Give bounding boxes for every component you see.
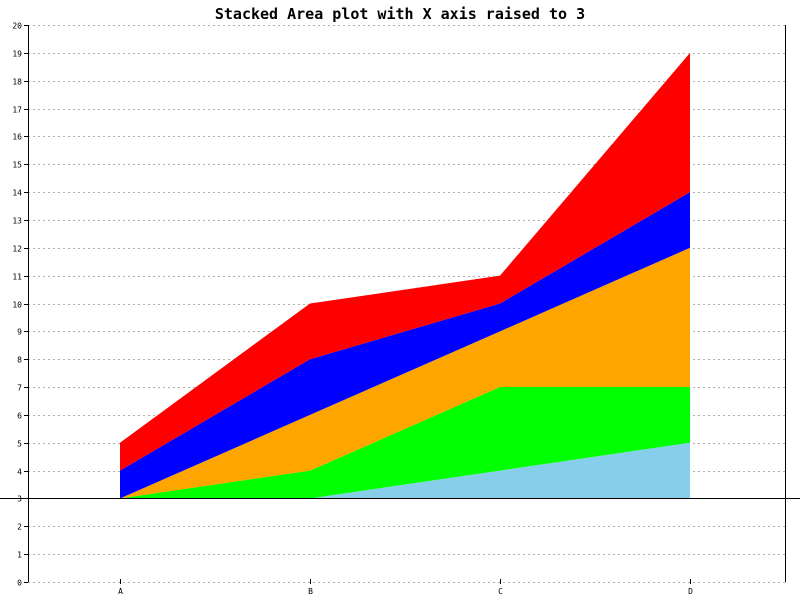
area-series-0	[120, 442, 690, 499]
y-tick-label-20: 20	[12, 22, 22, 31]
y-tick-label-0: 0	[17, 579, 22, 588]
x-tick-label-0: A	[118, 587, 123, 596]
y-tick-label-4: 4	[17, 468, 22, 477]
y-tick-label-13: 13	[12, 217, 22, 226]
area-series	[120, 52, 690, 499]
y-tick-label-2: 2	[17, 523, 22, 532]
y-tick-label-15: 15	[12, 161, 22, 170]
x-tick-label-3: D	[688, 587, 693, 596]
y-tick-label-1: 1	[17, 551, 22, 560]
y-tick-label-11: 11	[12, 273, 22, 282]
y-tick-label-17: 17	[12, 106, 22, 115]
y-tick-label-18: 18	[12, 78, 22, 87]
axes	[0, 25, 800, 582]
chart-title: Stacked Area plot with X axis raised to …	[215, 5, 585, 23]
y-tick-label-6: 6	[17, 412, 22, 421]
y-tick-label-16: 16	[12, 133, 22, 142]
y-tick-label-9: 9	[17, 328, 22, 337]
area-series-3	[120, 192, 690, 499]
y-tick-label-12: 12	[12, 245, 22, 254]
y-tick-label-8: 8	[17, 356, 22, 365]
area-series-4	[120, 52, 690, 471]
y-tick-label-14: 14	[12, 189, 22, 198]
area-series-1	[120, 387, 690, 499]
y-tick-label-19: 19	[12, 50, 22, 59]
y-tick-label-10: 10	[12, 301, 22, 310]
y-tick-label-7: 7	[17, 384, 22, 393]
x-tick-label-2: C	[498, 587, 503, 596]
x-tick-label-1: B	[308, 587, 313, 596]
x-tick-labels: A B C D	[118, 579, 693, 596]
y-tick-label-5: 5	[17, 440, 22, 449]
y-tick-label-3: 3	[17, 495, 22, 504]
